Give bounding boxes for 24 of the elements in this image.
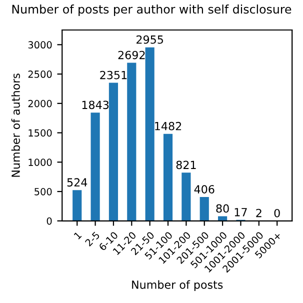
y-tick-label: 500 [34, 188, 52, 196]
data-label: 1843 [82, 100, 109, 110]
data-label: 80 [216, 204, 229, 213]
data-label: 2351 [100, 70, 127, 80]
y-tick-label: 0 [46, 217, 52, 225]
x-tick-label: 1 [74, 231, 82, 240]
y-tick-label: 2000 [28, 100, 52, 108]
data-label: 406 [194, 185, 214, 194]
data-label: 0 [274, 208, 280, 218]
data-label: 17 [234, 208, 247, 216]
data-label: 821 [176, 160, 196, 170]
x-tick-label: 2-5 [84, 231, 100, 247]
data-label: 524 [67, 178, 88, 187]
x-axis-title: Number of posts [132, 280, 223, 292]
y-axis-title: Number of authors [11, 74, 20, 177]
data-label: 1482 [155, 122, 182, 130]
y-tick-label: 1000 [28, 158, 52, 166]
data-label: 2 [256, 208, 262, 218]
chart-title: Number of posts per author with self disclosure [12, 4, 292, 16]
y-tick-label: 3000 [28, 41, 52, 49]
y-tick-label: 2500 [28, 70, 52, 78]
y-tick-label: 1500 [28, 129, 52, 137]
data-label: 2955 [136, 35, 163, 44]
data-label: 2692 [118, 50, 145, 60]
